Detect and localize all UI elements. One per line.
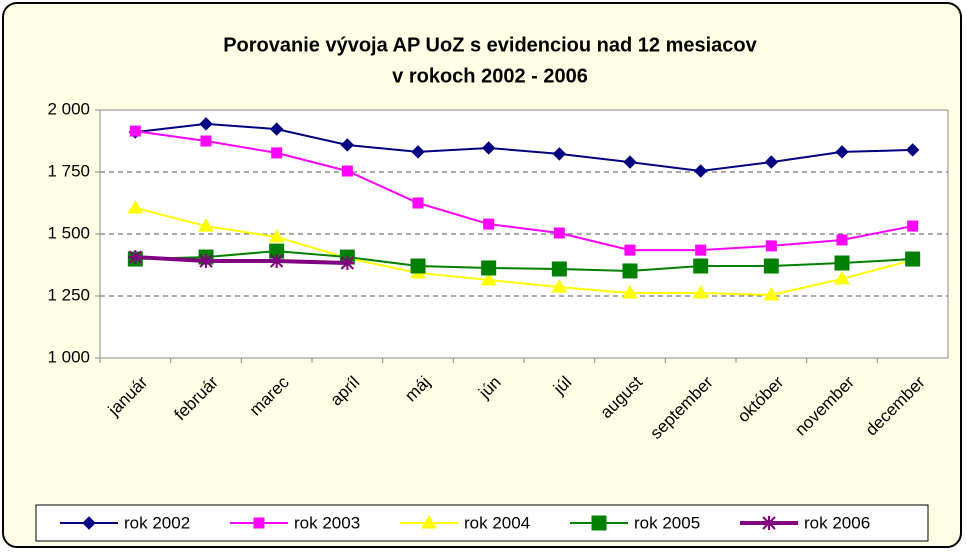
marker [552,147,567,161]
marker [411,145,425,159]
legend-marker [421,515,437,529]
marker [622,285,638,299]
marker [129,125,141,137]
y-tick-label: 1 500 [47,223,90,242]
marker [764,155,779,169]
marker [198,218,214,232]
marker [481,260,497,276]
marker [410,258,426,274]
legend-marker [253,517,265,529]
marker [199,117,213,131]
legend-marker [82,516,96,530]
marker [412,197,424,209]
legend-marker [762,516,776,530]
marker [622,263,638,279]
legend-label: rok 2003 [294,513,360,532]
marker [341,165,353,177]
marker [905,143,920,157]
chart-title: Porovanie vývoja AP UoZ s evidenciou nad… [223,34,757,56]
marker [128,250,143,265]
marker [835,145,849,159]
marker [836,234,848,246]
marker [693,258,709,274]
y-tick-label: 1 750 [47,161,90,180]
series-line [135,122,913,173]
legend-label: rok 2005 [634,513,700,532]
marker [199,254,213,269]
marker [483,218,495,230]
legend-label: rok 2002 [124,513,190,532]
marker [553,227,565,239]
marker [765,240,777,252]
legend-label: rok 2004 [464,513,530,532]
y-tick-label: 2 000 [47,99,90,118]
marker [834,270,850,285]
legend-marker [591,515,607,531]
marker [271,147,283,159]
marker [907,220,919,232]
marker [340,256,355,271]
series-line [135,255,348,266]
marker [623,155,637,169]
series-line [135,206,913,297]
marker [269,254,284,269]
series-line [135,130,913,252]
legend-label: rok 2006 [804,513,870,532]
marker [763,258,779,274]
marker [268,228,285,243]
marker [481,141,496,155]
chart-title: v rokoch 2002 - 2006 [392,65,588,87]
marker [127,199,144,214]
y-tick-label: 1 000 [47,347,90,366]
marker [551,279,568,293]
y-tick-label: 1 250 [47,285,90,304]
marker [693,164,708,178]
marker [905,251,921,267]
marker [624,244,636,256]
marker [200,135,212,147]
marker [692,285,709,299]
marker [695,244,707,256]
marker [269,122,284,136]
marker [480,271,497,286]
marker [340,138,355,152]
marker [763,287,780,301]
marker [834,255,850,271]
marker [551,261,567,277]
series-line [135,250,913,272]
